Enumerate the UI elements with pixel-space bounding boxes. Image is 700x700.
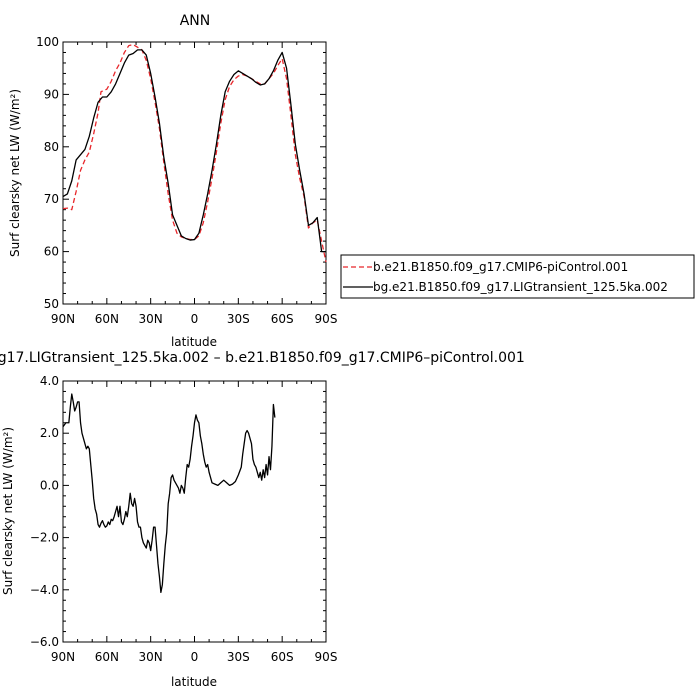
top-y-tick-label: 70 — [44, 192, 59, 206]
bottom-y-tick-label: −4.0 — [30, 583, 59, 597]
top-series-line-1 — [62, 43, 327, 263]
top-y-tick-label: 50 — [44, 297, 59, 311]
top-series-line-2 — [62, 49, 326, 253]
bottom-y-tick-label: 2.0 — [40, 426, 59, 440]
top-x-tick-label: 60S — [271, 312, 294, 326]
bottom-y-tick-label: 0.0 — [40, 478, 59, 492]
bottom-series-line-1 — [62, 393, 276, 594]
top-plot-area: 90N 60N 30N 0 30S 60S 90S 50 60 70 80 90 100 — [36, 35, 337, 326]
top-x-tick-label: 30N — [139, 312, 163, 326]
bottom-plot-area: 90N 60N 30N 0 30S 60S 90S −6.0 −4.0 −2.0 0.0 2.0 4.0 — [30, 374, 338, 664]
top-x-tick-label: 90N — [51, 312, 75, 326]
bottom-chart-title: bg.e21.B1850.f09_g17.LIGtransient_125.5k… — [0, 350, 525, 366]
top-plot-frame — [62, 41, 327, 305]
bottom-x-tick-label: 30S — [227, 650, 250, 664]
legend-label-series-2: bg.e21.B1850.f09_g17.LIGtransient_125.5k… — [373, 280, 668, 294]
bottom-x-tick-label: 0 — [191, 650, 199, 664]
legend-label-series-1: b.e21.B1850.f09_g17.CMIP6-piControl.001 — [373, 260, 628, 274]
top-x-axis-label: latitude — [171, 335, 217, 349]
top-y-tick-label: 90 — [44, 87, 59, 101]
legend: b.e21.B1850.f09_g17.CMIP6-piControl.001 … — [340, 254, 695, 299]
top-y-tick-label: 60 — [44, 245, 59, 259]
bottom-y-tick-label: −6.0 — [30, 635, 59, 649]
bottom-x-tick-label: 90S — [315, 650, 338, 664]
top-x-tick-label: 60N — [95, 312, 119, 326]
top-y-tick-label: 100 — [36, 35, 59, 49]
bottom-x-tick-label: 90N — [51, 650, 75, 664]
top-y-tick-label: 80 — [44, 140, 59, 154]
top-x-tick-label: 0 — [191, 312, 199, 326]
bottom-y-tick-label: −2.0 — [30, 531, 59, 545]
top-panel: ANN 90N 60N 30N 0 30S 60S 90S 50 60 70 80 90 100 lat… — [8, 13, 337, 349]
bottom-panel: bg.e21.B1850.f09_g17.LIGtransient_125.5k… — [0, 350, 525, 689]
top-y-axis-label: Surf clearsky net LW (W/m²) — [8, 89, 22, 257]
bottom-x-tick-label: 30N — [139, 650, 163, 664]
top-chart-title: ANN — [180, 13, 211, 29]
top-x-tick-label: 90S — [315, 312, 338, 326]
bottom-x-axis-label: latitude — [171, 675, 217, 689]
bottom-y-axis-label: Surf clearsky net LW (W/m²) — [1, 427, 15, 595]
bottom-y-tick-label: 4.0 — [40, 374, 59, 388]
top-x-tick-label: 30S — [227, 312, 250, 326]
bottom-x-tick-label: 60N — [95, 650, 119, 664]
legend-box — [340, 254, 695, 299]
bottom-x-tick-label: 60S — [271, 650, 294, 664]
